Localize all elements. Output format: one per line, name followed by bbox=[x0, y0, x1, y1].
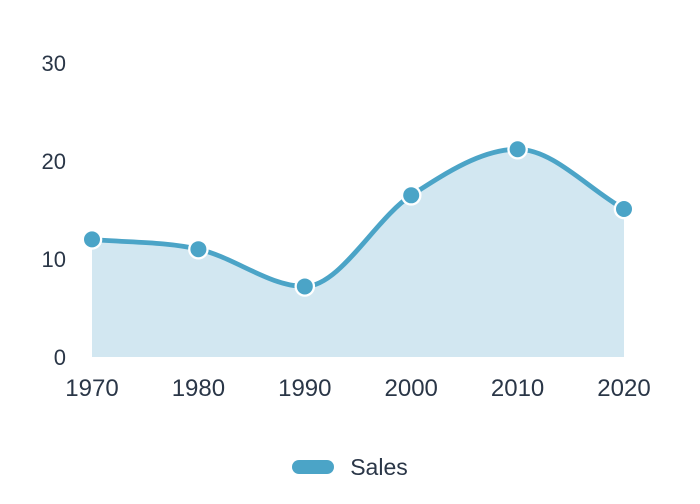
x-tick-label: 2020 bbox=[597, 375, 650, 402]
y-tick-label: 10 bbox=[42, 247, 66, 272]
data-point[interactable] bbox=[84, 231, 100, 248]
data-points bbox=[81, 138, 635, 297]
x-tick-label: 2010 bbox=[491, 375, 544, 402]
x-tick-label: 1970 bbox=[65, 375, 118, 402]
sales-area-chart: 0 10 20 30 1970 1980 1990 2000 2010 2020 bbox=[42, 51, 651, 402]
data-point[interactable] bbox=[616, 201, 632, 218]
x-axis-ticks: 1970 1980 1990 2000 2010 2020 bbox=[65, 375, 650, 402]
y-tick-label: 30 bbox=[42, 51, 66, 76]
y-axis-ticks: 0 10 20 30 bbox=[42, 51, 66, 370]
data-point[interactable] bbox=[296, 278, 313, 295]
y-tick-label: 0 bbox=[54, 345, 66, 370]
legend[interactable]: Sales bbox=[0, 452, 700, 482]
x-tick-label: 1980 bbox=[172, 375, 225, 402]
area-fill bbox=[92, 149, 624, 357]
data-point[interactable] bbox=[190, 241, 207, 258]
x-tick-label: 2000 bbox=[385, 375, 438, 402]
data-point[interactable] bbox=[509, 141, 526, 158]
legend-marker bbox=[292, 460, 335, 474]
x-tick-label: 1990 bbox=[278, 375, 331, 402]
legend-label: Sales bbox=[350, 453, 408, 480]
data-point[interactable] bbox=[403, 187, 420, 204]
y-tick-label: 20 bbox=[42, 149, 66, 174]
